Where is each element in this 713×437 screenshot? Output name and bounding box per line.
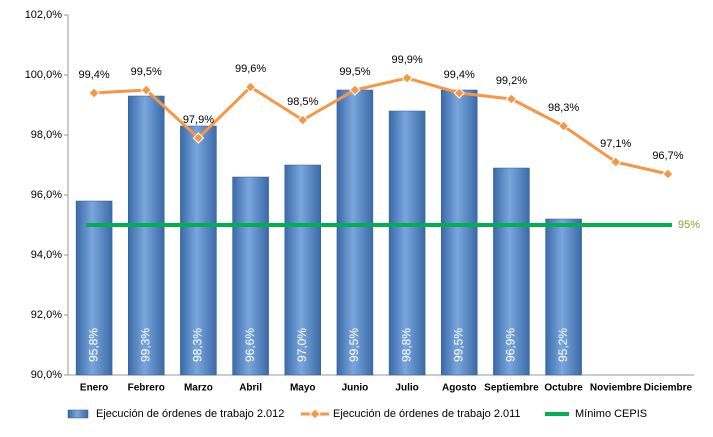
bar	[232, 176, 269, 376]
legend-label: Mínimo CEPIS	[575, 408, 647, 420]
bar-label: 99,3%	[138, 328, 152, 362]
line-label: 99,5%	[131, 66, 162, 78]
bar-label: 96,6%	[243, 328, 257, 362]
bar	[284, 164, 321, 376]
marker	[401, 72, 413, 84]
line-label: 97,9%	[183, 114, 214, 126]
marker	[610, 156, 622, 168]
bar-label: 98,8%	[399, 328, 413, 362]
y-tick-label: 100,0%	[25, 69, 63, 81]
reference-label: 95%	[678, 219, 700, 231]
legend-marker	[309, 408, 321, 420]
line-label: 97,1%	[600, 138, 631, 150]
bar	[75, 200, 113, 376]
line-label: 96,7%	[652, 150, 683, 162]
bar	[493, 167, 530, 376]
line-label: 99,2%	[496, 75, 527, 87]
y-tick-label: 96,0%	[31, 189, 62, 201]
x-tick-label: Diciembre	[644, 383, 693, 394]
marker	[662, 168, 674, 180]
marker	[244, 81, 257, 93]
x-tick-label: Febrero	[128, 383, 165, 394]
bar-label: 96,9%	[504, 328, 518, 362]
bar-label: 98,3%	[191, 328, 205, 362]
line-label: 99,4%	[444, 69, 475, 81]
x-tick-label: Agosto	[442, 383, 476, 394]
x-tick-label: Marzo	[184, 383, 213, 394]
bar	[388, 110, 426, 376]
x-tick-label: Octubre	[544, 383, 583, 394]
legend-label: Ejecución de órdenes de trabajo 2.011	[333, 408, 521, 420]
marker	[88, 87, 100, 99]
bar	[128, 95, 165, 376]
y-tick-label: 90,0%	[31, 369, 62, 381]
x-tick-label: Junio	[342, 383, 369, 394]
marker	[140, 84, 152, 96]
x-tick-label: Enero	[80, 383, 108, 394]
marker	[192, 132, 205, 144]
line	[93, 76, 669, 176]
y-tick-label: 94,0%	[31, 249, 62, 261]
marker	[349, 84, 361, 96]
bar	[441, 89, 478, 376]
x-tick-label: Septiembre	[484, 383, 539, 394]
x-tick-label: Julio	[395, 383, 418, 394]
bar-label: 95,8%	[86, 328, 100, 362]
marker	[505, 93, 518, 105]
marker	[557, 120, 570, 132]
y-tick-label: 92,0%	[31, 309, 62, 321]
bar-label: 99,5%	[347, 328, 361, 362]
y-tick-label: 102,0%	[25, 9, 63, 21]
bar-label: 99,5%	[451, 328, 465, 362]
line-label: 98,5%	[287, 96, 318, 108]
marker	[297, 114, 309, 126]
line-label: 99,5%	[339, 66, 370, 78]
y-tick-label: 98,0%	[31, 129, 62, 141]
bar	[545, 218, 582, 376]
legend-swatch	[67, 409, 89, 419]
x-tick-label: Noviembre	[590, 383, 642, 394]
bar	[180, 125, 217, 376]
x-tick-label: Abril	[239, 383, 262, 394]
line-label: 99,4%	[78, 69, 109, 81]
x-tick-label: Mayo	[290, 383, 316, 394]
bar-label: 97,0%	[295, 328, 309, 362]
line-label: 99,6%	[235, 63, 266, 75]
bar	[336, 89, 374, 376]
line-label: 99,9%	[391, 54, 422, 66]
line-label: 98,3%	[548, 102, 579, 114]
legend-label: Ejecución de órdenes de trabajo 2.012	[96, 408, 284, 420]
marker	[453, 87, 465, 99]
bar-label: 95,2%	[556, 328, 570, 362]
